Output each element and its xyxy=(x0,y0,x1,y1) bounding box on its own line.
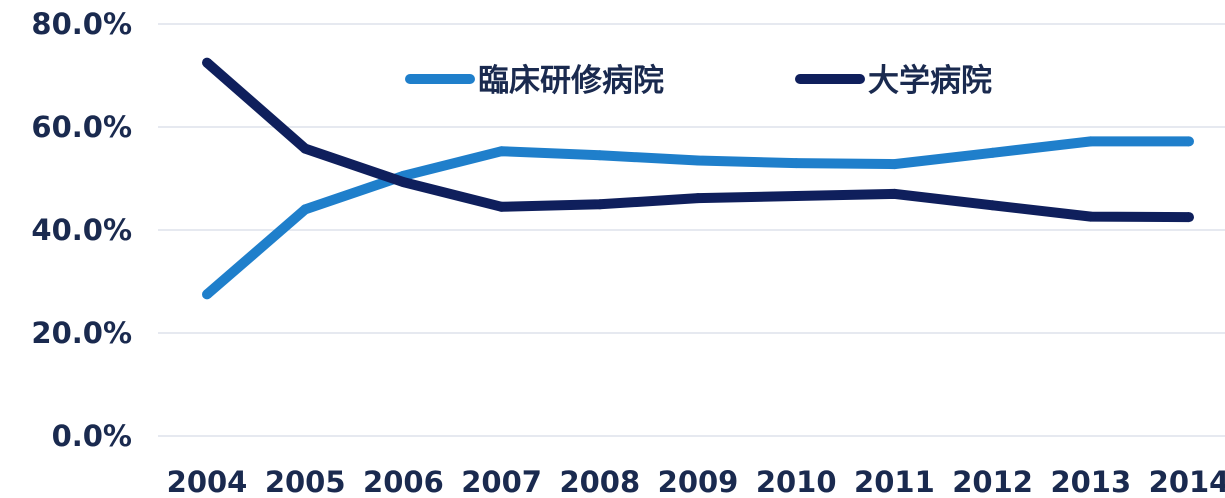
x-axis-ticks: 2004 2005 2006 2007 2008 2009 2010 2011 2012 2013… xyxy=(167,465,1225,498)
data-point xyxy=(496,146,507,157)
data-point xyxy=(398,177,409,188)
x-tick-label: 2009 xyxy=(658,465,739,498)
x-tick-label: 2008 xyxy=(559,465,640,498)
data-point xyxy=(1085,136,1096,147)
x-tick-label: 2011 xyxy=(854,465,935,498)
y-tick-label: 60.0% xyxy=(31,110,132,144)
data-point xyxy=(202,57,212,68)
x-tick-label: 2006 xyxy=(363,465,444,498)
x-tick-label: 2007 xyxy=(461,465,542,498)
data-point xyxy=(987,200,998,211)
data-point xyxy=(987,147,998,158)
data-point xyxy=(889,159,900,170)
gridlines xyxy=(158,23,1225,437)
series-lines xyxy=(202,57,1194,300)
x-tick-label: 2005 xyxy=(265,465,346,498)
data-point xyxy=(594,199,605,210)
x-tick-label: 2013 xyxy=(1050,465,1131,498)
y-tick-label: 0.0% xyxy=(52,419,132,453)
legend-label: 大学病院 xyxy=(868,63,992,99)
data-point xyxy=(300,143,311,154)
data-point xyxy=(693,155,703,166)
data-point xyxy=(202,289,212,300)
legend: 臨床研修病院 大学病院 xyxy=(405,63,992,99)
legend-label: 臨床研修病院 xyxy=(478,63,664,99)
x-tick-label: 2004 xyxy=(167,465,248,498)
x-tick-label: 2012 xyxy=(952,465,1033,498)
y-tick-label: 80.0% xyxy=(31,7,132,41)
y-axis-ticks: 0.0% 20.0% 40.0% 60.0% 80.0% xyxy=(31,7,132,453)
x-tick-label: 2010 xyxy=(756,465,837,498)
data-point xyxy=(300,204,311,215)
data-point xyxy=(693,193,703,204)
data-point xyxy=(1184,136,1194,147)
x-tick-label: 2014 xyxy=(1149,465,1225,498)
data-point xyxy=(791,158,802,169)
data-point xyxy=(496,201,507,212)
data-point xyxy=(889,188,900,199)
data-point xyxy=(1085,211,1096,222)
y-tick-label: 40.0% xyxy=(31,213,132,247)
data-point xyxy=(594,150,605,161)
data-point xyxy=(791,191,802,201)
data-point xyxy=(1184,212,1194,223)
y-tick-label: 20.0% xyxy=(31,316,132,350)
